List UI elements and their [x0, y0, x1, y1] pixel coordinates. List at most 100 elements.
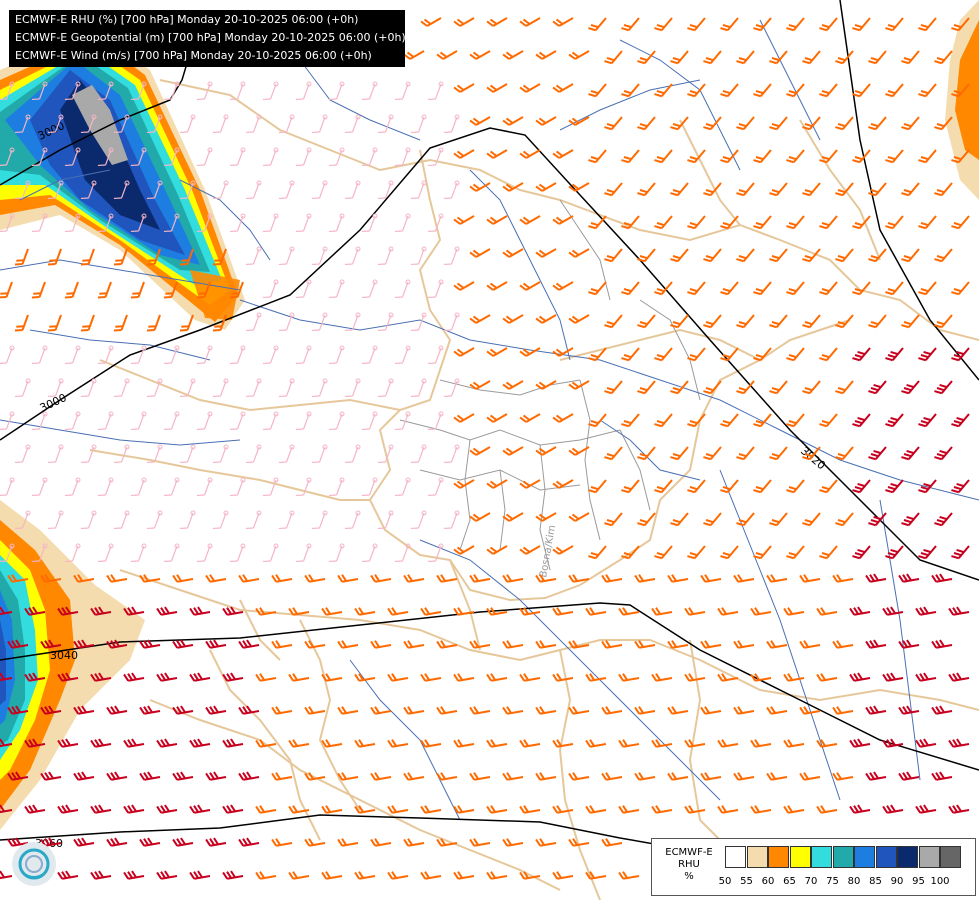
wind-barb	[361, 279, 378, 299]
wind-barb	[486, 17, 508, 27]
wind-barb	[535, 116, 557, 126]
wind-barb	[106, 837, 128, 847]
wind-barb	[453, 215, 475, 225]
wind-barb	[321, 871, 343, 880]
wind-barb	[106, 771, 128, 781]
wind-barb	[651, 607, 673, 616]
wind-barb	[97, 543, 114, 563]
wind-barb	[238, 639, 260, 649]
wind-barb	[64, 281, 79, 299]
wind-barb	[179, 180, 196, 200]
wind-barb	[295, 411, 312, 431]
wind-barb	[654, 17, 673, 32]
wind-barb	[951, 215, 970, 230]
wind-barb	[769, 116, 788, 131]
wind-barb	[196, 411, 213, 431]
wind-barb	[868, 50, 887, 65]
wind-barb	[951, 281, 970, 296]
wind-barb	[901, 50, 920, 65]
wind-barb	[394, 345, 411, 365]
wind-barb	[40, 639, 62, 649]
wind-barb	[238, 574, 260, 583]
wind-barb	[64, 543, 81, 563]
wind-barb	[377, 378, 394, 398]
wind-barb	[931, 705, 953, 715]
wind-barb	[139, 771, 161, 781]
wind-barb	[370, 640, 392, 649]
wind-barb	[951, 347, 970, 362]
wind-barb	[80, 180, 97, 200]
wind-barb	[852, 479, 871, 494]
wind-barb	[139, 574, 161, 583]
wind-barb	[568, 512, 590, 522]
wind-barb	[621, 149, 640, 164]
wind-barb	[443, 378, 460, 398]
wind-barb	[189, 738, 211, 748]
wind-barb	[585, 805, 607, 814]
wind-barb	[403, 574, 425, 583]
wind-barb	[634, 706, 656, 715]
wind-barb	[552, 83, 574, 93]
wind-barb	[156, 606, 178, 616]
wind-barb	[552, 347, 574, 357]
wind-barb	[321, 739, 343, 748]
wind-barb	[130, 281, 145, 299]
wind-barb	[519, 739, 541, 748]
wind-barb	[229, 477, 246, 497]
wind-barb	[852, 215, 871, 230]
wind-barb	[535, 640, 557, 649]
wind-barb	[24, 672, 46, 682]
wind-barb	[344, 114, 361, 134]
wind-barb	[621, 83, 640, 98]
wind-barb	[849, 738, 871, 748]
wind-barb	[64, 411, 81, 431]
wind-barb	[568, 248, 590, 258]
wind-barb	[687, 281, 706, 296]
wind-barb	[370, 574, 392, 583]
wind-barb	[453, 149, 475, 159]
wind-barb	[717, 739, 739, 748]
wind-barb	[687, 83, 706, 98]
wind-barb	[394, 279, 411, 299]
wind-barb	[568, 706, 590, 715]
wind-barb	[370, 838, 392, 847]
wind-barb	[443, 510, 460, 530]
legend-tick: 55	[740, 876, 753, 887]
wind-barb	[130, 147, 147, 167]
wind-barb	[427, 411, 444, 431]
wind-barb	[568, 116, 590, 126]
wind-barb	[852, 17, 871, 32]
wind-barb	[604, 314, 623, 329]
wind-barb	[703, 512, 722, 527]
wind-barb	[934, 248, 953, 263]
wind-barb	[934, 512, 953, 527]
wind-barb	[130, 213, 147, 233]
wind-barb	[637, 182, 656, 197]
wind-barb	[783, 805, 805, 814]
wind-barb	[687, 17, 706, 32]
wind-barb	[766, 772, 788, 781]
wind-barb	[403, 772, 425, 781]
wind-barb	[427, 213, 444, 233]
wind-barb	[212, 180, 229, 200]
wind-barb	[802, 182, 821, 197]
wind-barb	[670, 50, 689, 65]
wind-barb	[786, 479, 805, 494]
wind-barb	[321, 805, 343, 814]
wind-barb	[370, 706, 392, 715]
wind-barb	[568, 380, 590, 390]
wind-barb	[304, 706, 326, 715]
wind-barb	[753, 149, 772, 164]
wind-barb	[443, 444, 460, 464]
wind-barb	[832, 772, 854, 781]
wind-barb	[205, 705, 227, 715]
legend-tick: 65	[783, 876, 796, 887]
wind-barb	[720, 413, 739, 428]
wind-barb	[106, 705, 128, 715]
wind-barb	[0, 477, 15, 497]
wind-barb	[750, 805, 772, 814]
wind-barb	[156, 804, 178, 814]
legend-tick: 95	[912, 876, 925, 887]
wind-barb	[271, 574, 293, 583]
wind-barb	[344, 312, 361, 332]
